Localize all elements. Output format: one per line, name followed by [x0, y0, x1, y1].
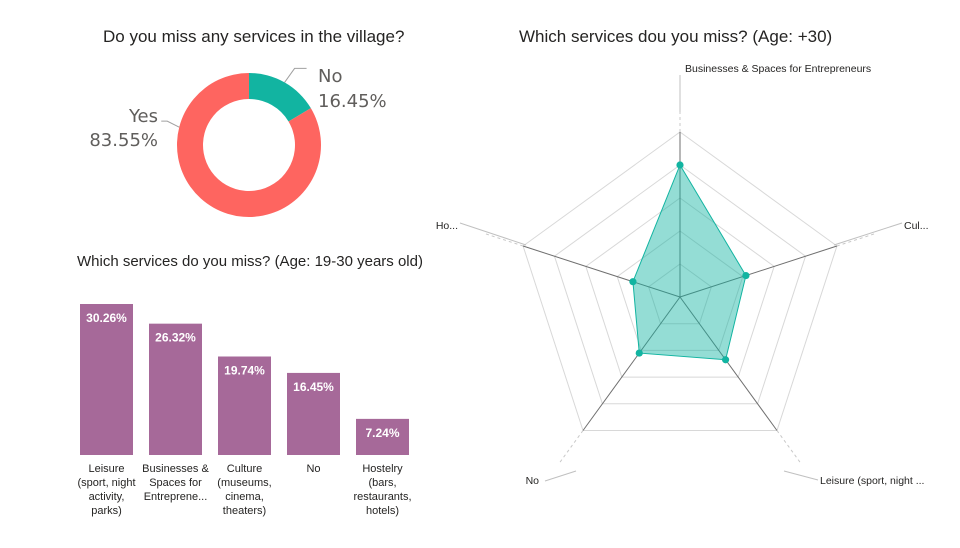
- radar-axis-label-4: Ho...: [436, 220, 458, 232]
- radar-point-1: [742, 271, 750, 280]
- bar-category-label-3: No: [306, 463, 320, 475]
- radar-grid-ring-1: [648, 263, 712, 325]
- radar-axis-4: [522, 245, 681, 298]
- bar-value-label-0: 30.26%: [86, 311, 127, 325]
- radar-axis-1: [679, 245, 838, 298]
- donut-slice-no: [249, 73, 311, 122]
- radar-axis-extension-1: [836, 232, 878, 247]
- donut-slice-yes: [177, 73, 321, 217]
- radar-label-leader-4: [459, 222, 527, 246]
- bar-chart: 30.26% Leisure (sport, night activity, parks…: [77, 304, 412, 517]
- radar-axis-3: [582, 296, 681, 431]
- radar-axis-2: [679, 296, 778, 431]
- donut-leader-no: [284, 67, 307, 83]
- bar-value-label-2: 19.74%: [224, 363, 265, 377]
- donut-label-yes-name: Yes: [128, 106, 158, 127]
- radar-grid-ring-3: [585, 197, 775, 378]
- bar-value-label-1: 26.32%: [155, 331, 196, 345]
- radar-axis-label-3: No: [526, 475, 540, 487]
- radar-axis-extension-3: [557, 430, 584, 465]
- bar-3: [287, 372, 340, 455]
- radar-axis-label-1: Cul...: [904, 220, 929, 232]
- donut-leader-yes: [161, 120, 180, 128]
- radar-axis-label-2: Leisure (sport, night ...: [820, 475, 924, 487]
- donut-label-no-value: 16.45%: [318, 91, 387, 112]
- radar-point-3: [635, 349, 643, 357]
- radar-axis-extension-4: [482, 232, 524, 247]
- bar-0: [80, 304, 133, 455]
- bar-category-label-2: Culture (museums, cinema, theaters): [217, 463, 271, 517]
- bar-1: [149, 323, 202, 455]
- radar-grid-ring-5: [522, 131, 838, 431]
- bar-2: [218, 356, 271, 455]
- radar-label-leader-1: [833, 222, 903, 246]
- radar-grid-ring-4: [553, 164, 807, 405]
- radar-point-2: [721, 356, 730, 364]
- donut-chart: No 16.45% Yes 83.55%: [89, 66, 387, 217]
- bar-category-label-1: Businesses & Spaces for Entreprene...: [142, 463, 209, 503]
- bar-category-label-4: Hostelry (bars, restaurants, hotels): [353, 463, 411, 517]
- radar-chart: Businesses & Spaces for Entrepreneurs Cul…: [436, 63, 929, 487]
- bar-value-label-3: 16.45%: [293, 380, 334, 394]
- radar-grid-ring-2: [616, 230, 744, 351]
- donut-label-yes-value: 83.55%: [89, 130, 158, 151]
- radar-point-4: [629, 278, 637, 286]
- donut-chart-title: Do you miss any services in the village?: [103, 27, 405, 46]
- radar-axis-label-0: Businesses & Spaces for Entrepreneurs: [685, 63, 871, 75]
- radar-chart-title: Which services dou you miss? (Age: +30): [519, 27, 833, 46]
- radar-data-area: [632, 163, 747, 361]
- radar-axis-extension-2: [776, 430, 803, 465]
- radar-label-leader-2: [783, 470, 819, 481]
- bar-chart-title: Which services do you miss? (Age: 19-30 …: [77, 253, 423, 270]
- radar-label-leader-3: [544, 470, 577, 482]
- bar-value-label-4: 7.24%: [365, 426, 399, 440]
- donut-label-no-name: No: [318, 66, 342, 87]
- bar-category-label-0: Leisure (sport, night activity, parks): [77, 463, 135, 517]
- bar-4: [356, 418, 409, 455]
- radar-point-0: [676, 161, 684, 169]
